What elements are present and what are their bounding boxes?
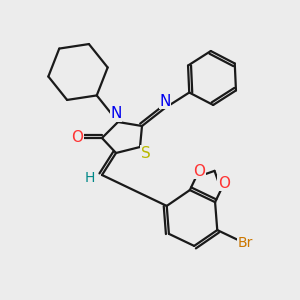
Text: Br: Br — [238, 236, 253, 250]
Text: S: S — [141, 146, 151, 160]
Text: N: N — [110, 106, 122, 122]
Text: O: O — [71, 130, 83, 146]
Text: O: O — [218, 176, 230, 191]
Text: H: H — [85, 171, 95, 185]
Text: O: O — [193, 164, 205, 178]
Text: N: N — [159, 94, 171, 109]
